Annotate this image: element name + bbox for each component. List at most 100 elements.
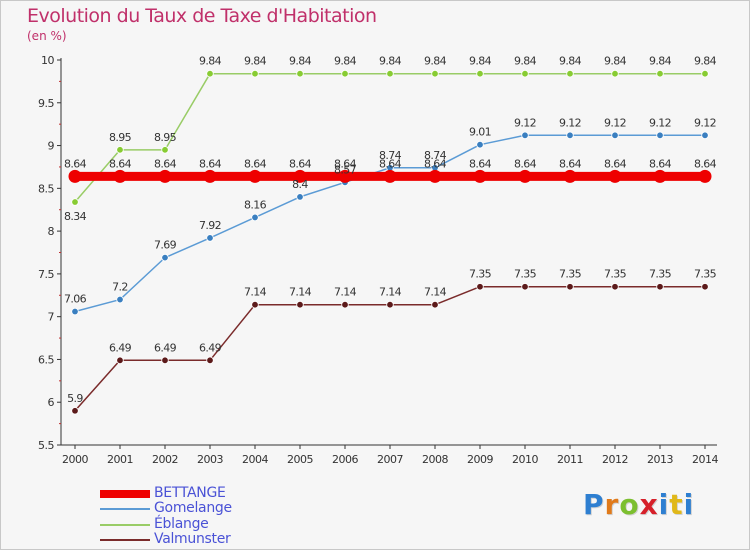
data-point	[428, 169, 442, 183]
data-point	[521, 69, 529, 78]
data-label: 7.35	[649, 268, 672, 281]
data-label: 9.01	[469, 126, 491, 139]
data-label: 7.92	[199, 219, 221, 232]
data-point	[113, 169, 127, 183]
data-label: 7.14	[334, 286, 357, 299]
data-label: 9.84	[379, 55, 402, 68]
data-point	[68, 169, 82, 183]
data-point	[251, 300, 259, 309]
y-tick-label: 6	[48, 396, 55, 409]
data-label: 7.14	[244, 286, 267, 299]
data-label: 7.14	[379, 286, 402, 299]
x-tick-label: 2008	[422, 453, 448, 466]
data-label: 8.4	[292, 178, 308, 191]
x-tick-label: 2000	[62, 453, 88, 466]
data-point	[563, 169, 577, 183]
proxiti-logo: Proxiti	[583, 488, 694, 521]
data-point	[701, 283, 709, 291]
y-tick-label: 5.5	[38, 439, 54, 452]
data-label: 9.84	[334, 55, 357, 68]
x-tick-label: 2007	[377, 453, 403, 466]
legend-label: Valmunster	[154, 531, 231, 547]
data-point	[293, 169, 307, 183]
data-label: 8.95	[109, 131, 132, 144]
data-point	[521, 131, 529, 139]
data-label: 6.49	[154, 341, 177, 354]
y-tick-label: 8	[48, 225, 55, 238]
data-point	[161, 356, 169, 364]
x-tick-label: 2012	[602, 453, 628, 466]
data-point	[116, 295, 124, 304]
data-point	[431, 69, 439, 78]
data-label: 9.84	[694, 55, 717, 68]
data-label: 9.84	[559, 55, 582, 68]
data-label: 8.64	[154, 157, 177, 170]
data-label: 9.84	[514, 55, 537, 68]
logo-letter: t	[669, 488, 684, 521]
data-point	[653, 169, 667, 183]
x-tick-label: 2009	[467, 453, 493, 466]
data-point	[206, 356, 214, 364]
data-label: 8.74	[379, 149, 402, 162]
data-label: 9.84	[469, 55, 492, 68]
data-label: 8.64	[469, 157, 492, 170]
data-label: 6.49	[199, 341, 222, 354]
data-label: 8.64	[379, 157, 402, 170]
data-point	[341, 69, 349, 78]
y-tick-label: 9	[48, 140, 55, 153]
data-point	[251, 69, 259, 78]
data-label: 9.84	[424, 55, 447, 68]
data-point	[566, 283, 574, 291]
data-point	[386, 69, 394, 78]
data-point	[476, 140, 484, 149]
axes: 5.5 6 6.5 7 7.5 8 8.5 9 9.5 10 2000 2001 2002 2003 200…	[38, 54, 719, 466]
logo-letter: i	[658, 488, 670, 521]
data-point	[71, 407, 79, 415]
data-label: 9.84	[244, 55, 267, 68]
data-label: 8.64	[64, 157, 87, 170]
y-tick-label: 6.5	[38, 353, 54, 366]
legend-label: BETTANGE	[154, 485, 226, 501]
data-point	[296, 193, 304, 201]
data-point	[473, 169, 487, 183]
series-markers	[68, 69, 712, 415]
data-point	[566, 69, 574, 78]
data-label: 8.64	[514, 157, 537, 170]
data-point	[206, 69, 214, 78]
legend-label: Éblange	[154, 516, 209, 532]
data-point	[71, 307, 79, 316]
data-label: 8.64	[559, 157, 582, 170]
data-label: 8.64	[694, 157, 717, 170]
data-point	[518, 169, 532, 183]
x-tick-label: 2003	[197, 453, 223, 466]
data-point	[383, 169, 397, 183]
data-point	[386, 300, 394, 309]
data-point	[701, 131, 709, 139]
legend-swatch	[100, 524, 150, 526]
data-label: 8.64	[244, 157, 267, 170]
data-point	[431, 300, 439, 309]
x-tick-label: 2011	[557, 453, 583, 466]
data-point	[656, 131, 664, 139]
data-point	[656, 283, 664, 291]
data-label: 8.64	[199, 157, 222, 170]
y-tick-label: 7	[48, 311, 55, 324]
data-label: 6.49	[109, 341, 132, 354]
chart-subtitle: (en %)	[27, 29, 67, 43]
data-label: 9.12	[559, 116, 581, 129]
data-label: 7.35	[604, 268, 627, 281]
data-label: 8.64	[424, 157, 447, 170]
data-point	[296, 300, 304, 309]
data-label: 9.12	[649, 116, 671, 129]
y-tick-label: 7.5	[38, 268, 54, 281]
logo-letter: x	[639, 488, 659, 521]
data-label: 5.9	[67, 392, 83, 405]
data-label: 8.64	[109, 157, 132, 170]
data-label: 7.2	[112, 281, 128, 294]
x-tick-label: 2002	[152, 453, 178, 466]
data-label: 8.64	[649, 157, 672, 170]
logo-letter: P	[583, 488, 605, 521]
data-label: 9.84	[199, 55, 222, 68]
